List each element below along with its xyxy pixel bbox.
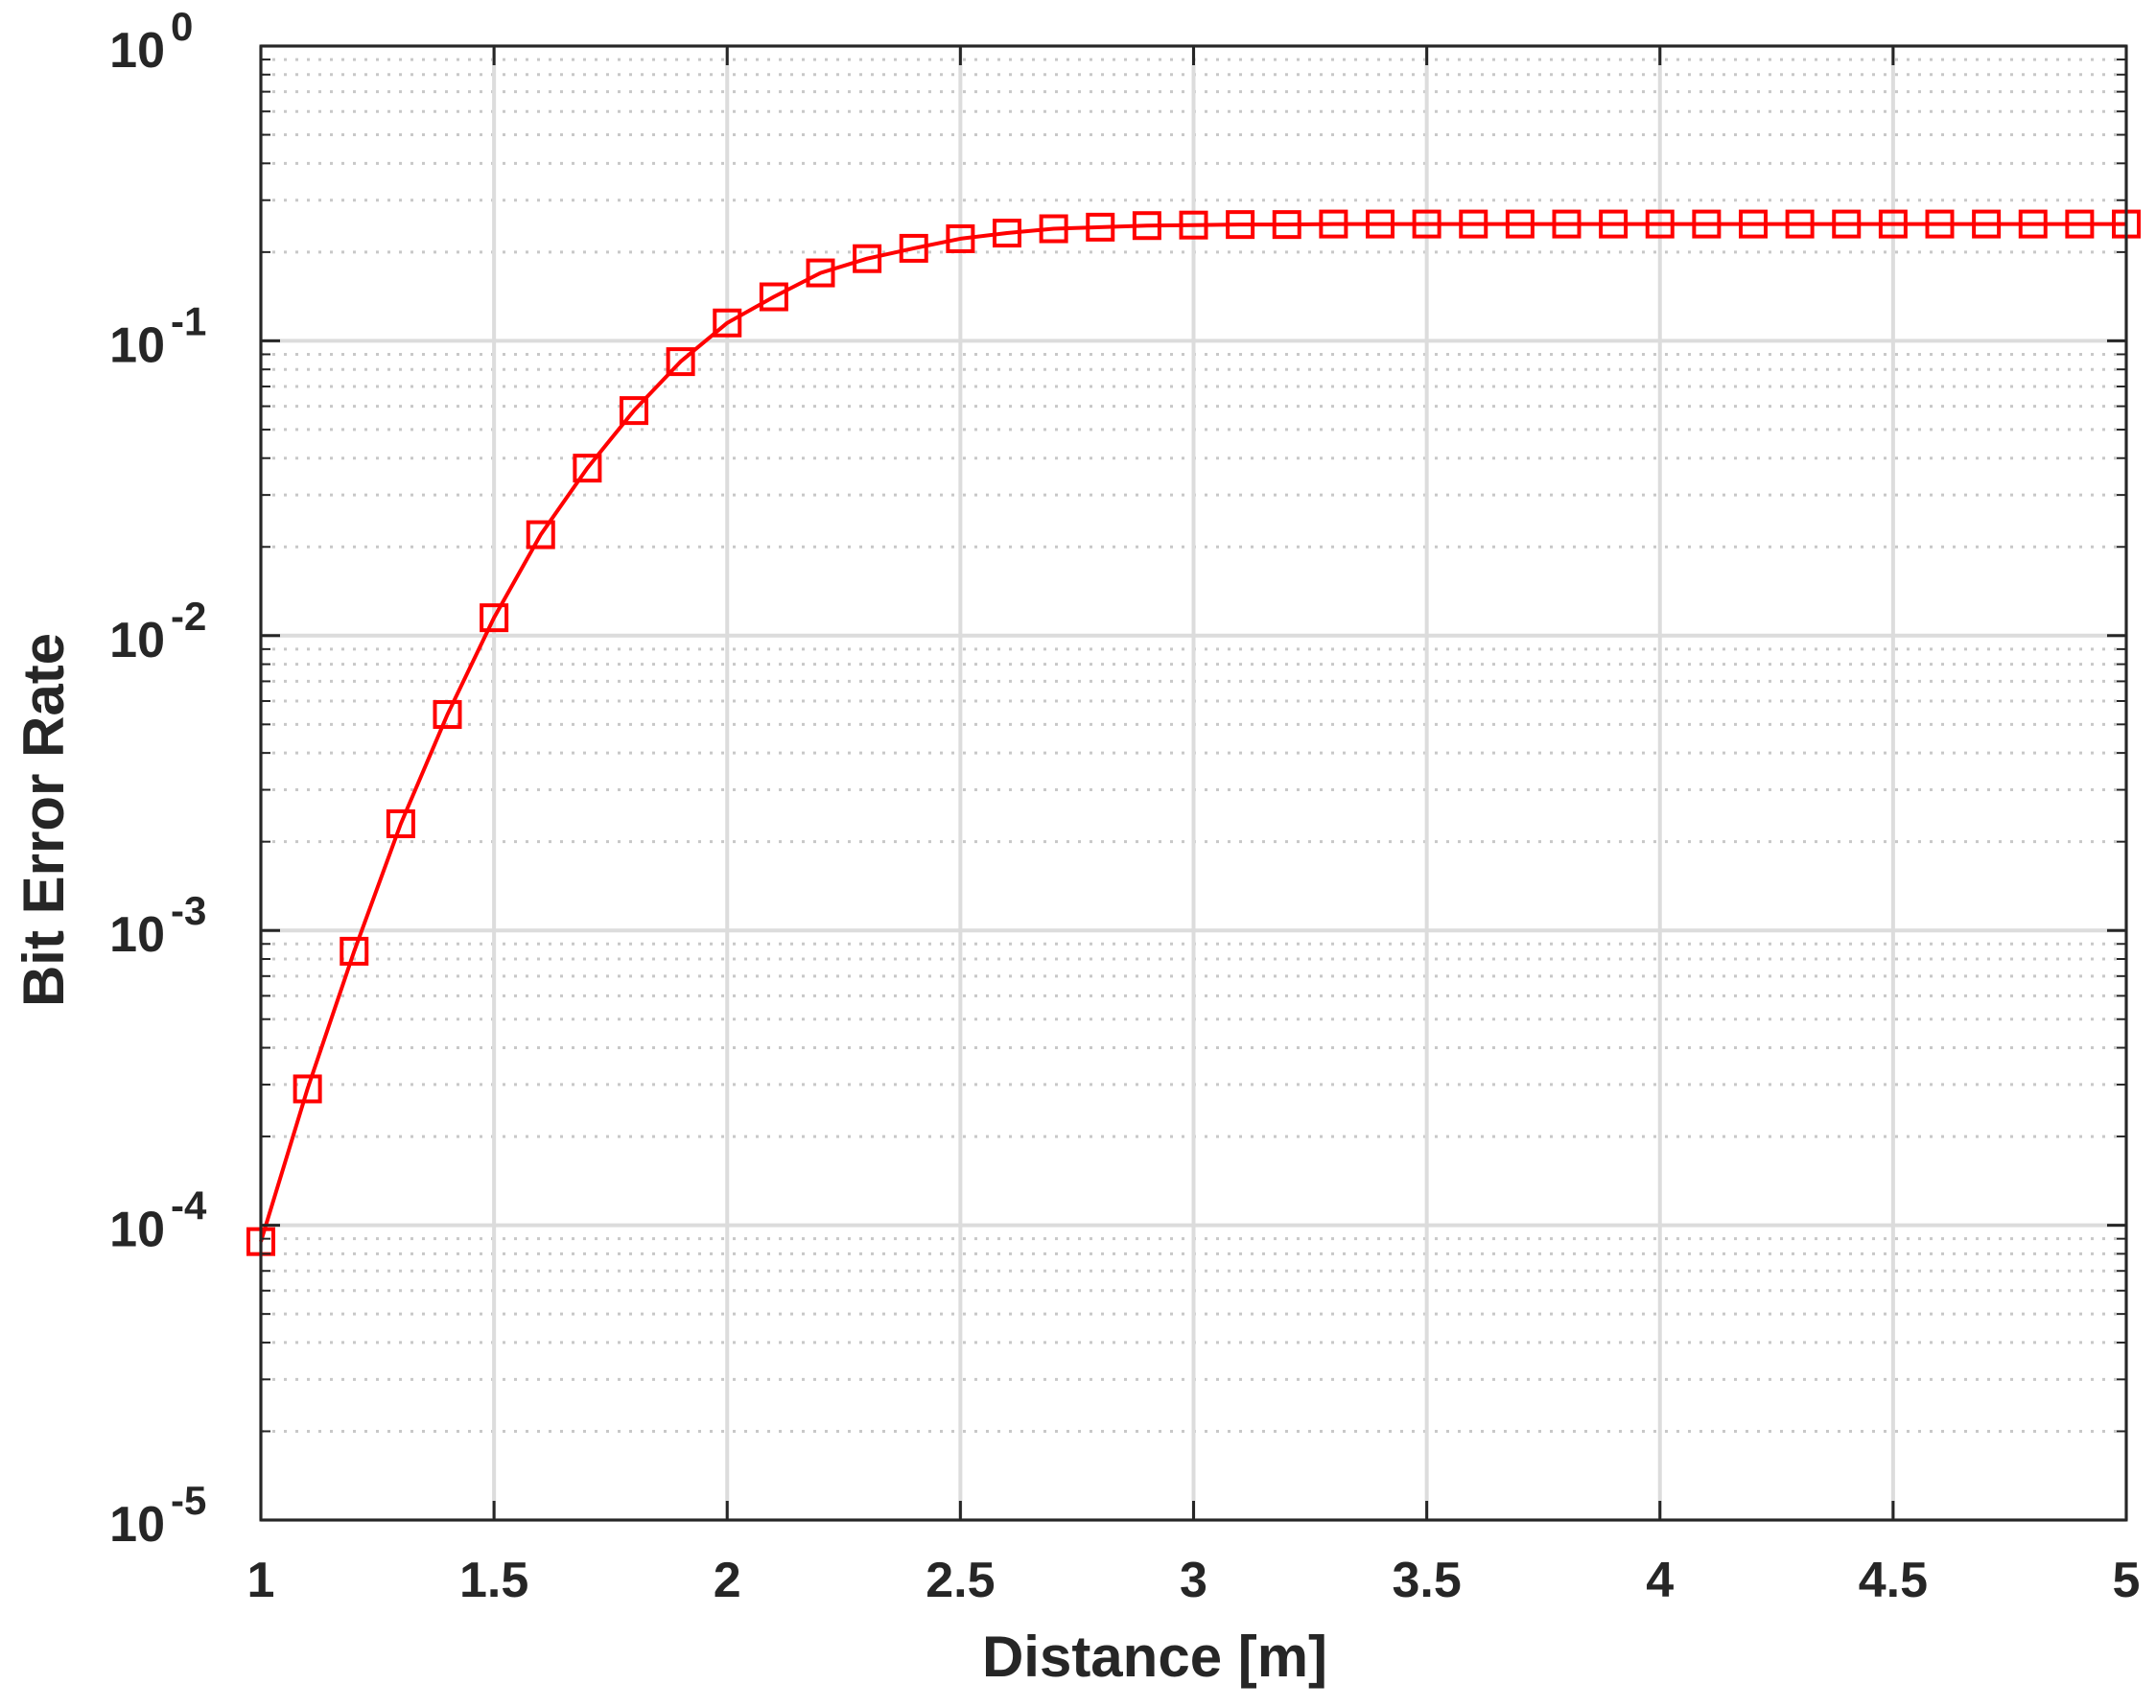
data-point-marker [1645, 209, 1675, 239]
data-point-marker [1972, 209, 2002, 239]
x-tick-label: 3.5 [1392, 1553, 1461, 1608]
data-point-marker [853, 244, 882, 273]
x-axis-label: Distance [m] [982, 1625, 1327, 1689]
data-point-marker [573, 454, 602, 483]
y-tick-label: 10 -5 [109, 1478, 206, 1553]
x-tick-label: 4.5 [1859, 1553, 1928, 1608]
axis-ticks [259, 44, 2128, 1522]
data-point-marker [1739, 209, 1768, 239]
y-tick-base: 10 [109, 23, 165, 79]
y-tick-label: 10 -2 [109, 594, 206, 668]
x-tick-label: 3 [1180, 1553, 1207, 1608]
y-tick-exponent: -2 [171, 594, 206, 639]
data-point-marker [1319, 209, 1348, 239]
x-tick-label: 1 [247, 1553, 275, 1608]
y-tick-base: 10 [109, 1203, 165, 1258]
data-point-marker [1878, 209, 1908, 239]
data-point-marker [1179, 210, 1208, 240]
x-tick-label: 2.5 [926, 1553, 995, 1608]
data-point-marker [1272, 210, 1301, 240]
x-tick-label: 2 [714, 1553, 741, 1608]
y-tick-label: 10 0 [109, 4, 193, 79]
y-tick-exponent: 0 [171, 4, 193, 49]
data-point-marker [899, 233, 928, 263]
data-point-marker [1785, 209, 1815, 239]
data-point-marker [666, 347, 695, 377]
data-point-marker [1925, 209, 1955, 239]
y-tick-base: 10 [109, 907, 165, 963]
data-point-marker [2018, 209, 2048, 239]
x-tick-label: 5 [2113, 1553, 2141, 1608]
data-point-marker [1226, 210, 1255, 240]
data-point-marker [1039, 214, 1068, 244]
data-point-marker [1086, 212, 1115, 242]
y-tick-exponent: -4 [171, 1183, 207, 1228]
data-point-marker [620, 396, 648, 426]
x-tick-label: 1.5 [459, 1553, 528, 1608]
data-point-marker [1132, 211, 1161, 241]
data-point-marker [806, 258, 835, 288]
y-tick-label: 10 -3 [109, 888, 206, 963]
ber-series-line [259, 222, 2126, 1243]
data-point-marker [1832, 209, 1862, 239]
y-tick-base: 10 [109, 1497, 165, 1553]
data-point-marker [946, 223, 975, 253]
x-tick-label: 4 [1646, 1553, 1674, 1608]
data-point-marker [713, 308, 742, 338]
y-tick-exponent: -3 [171, 888, 206, 933]
data-point-marker [1459, 209, 1488, 239]
data-point-marker [1412, 209, 1441, 239]
data-point-marker [340, 936, 369, 966]
y-tick-label: 10 -1 [109, 298, 206, 373]
y-tick-exponent: -5 [171, 1478, 206, 1523]
data-point-marker [1505, 209, 1535, 239]
data-point-marker [759, 282, 788, 312]
data-point-marker [1366, 209, 1394, 239]
x-tick-labels: 1 1.5 2 2.5 3 3.5 4 4.5 5 [247, 1553, 2141, 1608]
data-point-marker [1599, 209, 1629, 239]
y-tick-base: 10 [109, 317, 165, 373]
data-point-marker [526, 520, 555, 550]
y-tick-base: 10 [109, 613, 165, 668]
data-point-marker [293, 1074, 322, 1104]
y-tick-label: 10 -4 [109, 1183, 207, 1258]
y-tick-exponent: -1 [171, 298, 206, 343]
data-point-marker [480, 603, 509, 633]
y-axis-label: Bit Error Rate [12, 633, 76, 1007]
data-point-marker [993, 219, 1021, 248]
data-point-marker [1692, 209, 1722, 239]
data-point-marker [433, 700, 462, 730]
data-point-marker [386, 809, 415, 839]
data-point-marker [1552, 209, 1582, 239]
data-point-marker [2065, 209, 2095, 239]
